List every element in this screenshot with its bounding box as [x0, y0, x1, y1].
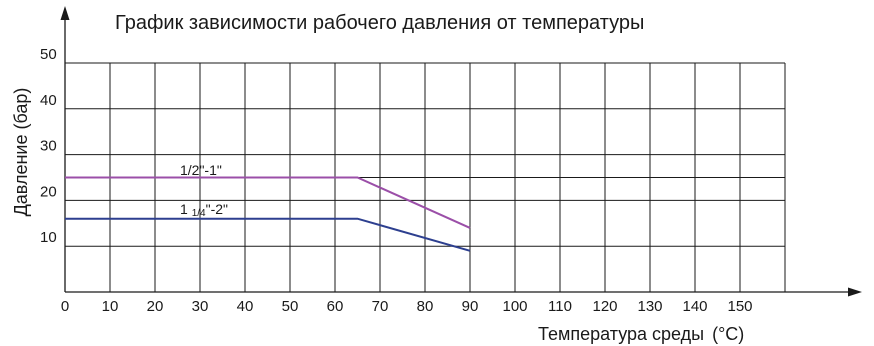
y-tick-label: 50 — [40, 46, 57, 63]
chart-title: График зависимости рабочего давления от … — [115, 12, 644, 34]
series-label-2: 1 1/4"-2" — [180, 201, 228, 219]
y-tick-label: 30 — [40, 138, 57, 155]
x-tick-label: 150 — [727, 298, 752, 315]
series-group — [65, 176, 471, 252]
x-tick-label: 140 — [682, 298, 707, 315]
x-tick-label: 90 — [462, 298, 479, 315]
x-tick-label: 20 — [147, 298, 164, 315]
x-tick-label: 10 — [102, 298, 119, 315]
x-tick-label: 50 — [282, 298, 299, 315]
y-tick-label: 10 — [40, 229, 57, 246]
x-axis-label: Температура среды (°C) — [538, 324, 744, 344]
x-axis-arrow-icon — [848, 287, 862, 297]
x-axis-label-text: Температура среды — [538, 324, 704, 344]
x-tick-label: 80 — [417, 298, 434, 315]
axes — [60, 6, 862, 297]
x-tick-label: 40 — [237, 298, 254, 315]
x-tick-label: 0 — [61, 298, 69, 315]
y-tick-label: 40 — [40, 92, 57, 109]
series-label-2-tail: "-2" — [206, 201, 228, 217]
x-tick-label: 130 — [637, 298, 662, 315]
series-line-2 — [65, 217, 471, 252]
y-tick-labels: 10 20 30 40 50 — [40, 46, 57, 246]
y-tick-label: 20 — [40, 183, 57, 200]
x-tick-label: 110 — [548, 298, 572, 315]
y-axis-label: Давление (бар) — [11, 88, 31, 217]
y-axis-arrow-icon — [60, 6, 70, 20]
x-tick-label: 100 — [502, 298, 527, 315]
x-tick-label: 60 — [327, 298, 344, 315]
x-axis-unit: (°C) — [712, 324, 744, 344]
grid-lines — [65, 62, 786, 292]
x-tick-labels: 0 10 20 30 40 50 60 70 80 90 100 110 120 130 140 150 — [61, 298, 753, 315]
series-line-1 — [65, 176, 471, 229]
series-label-2-fraction: 1/4 — [192, 208, 206, 219]
x-tick-label: 120 — [592, 298, 617, 315]
x-tick-label: 30 — [192, 298, 209, 315]
series-label-2-main: 1 — [180, 201, 192, 217]
x-tick-label: 70 — [372, 298, 389, 315]
series-label-1: 1/2"-1" — [180, 162, 222, 178]
